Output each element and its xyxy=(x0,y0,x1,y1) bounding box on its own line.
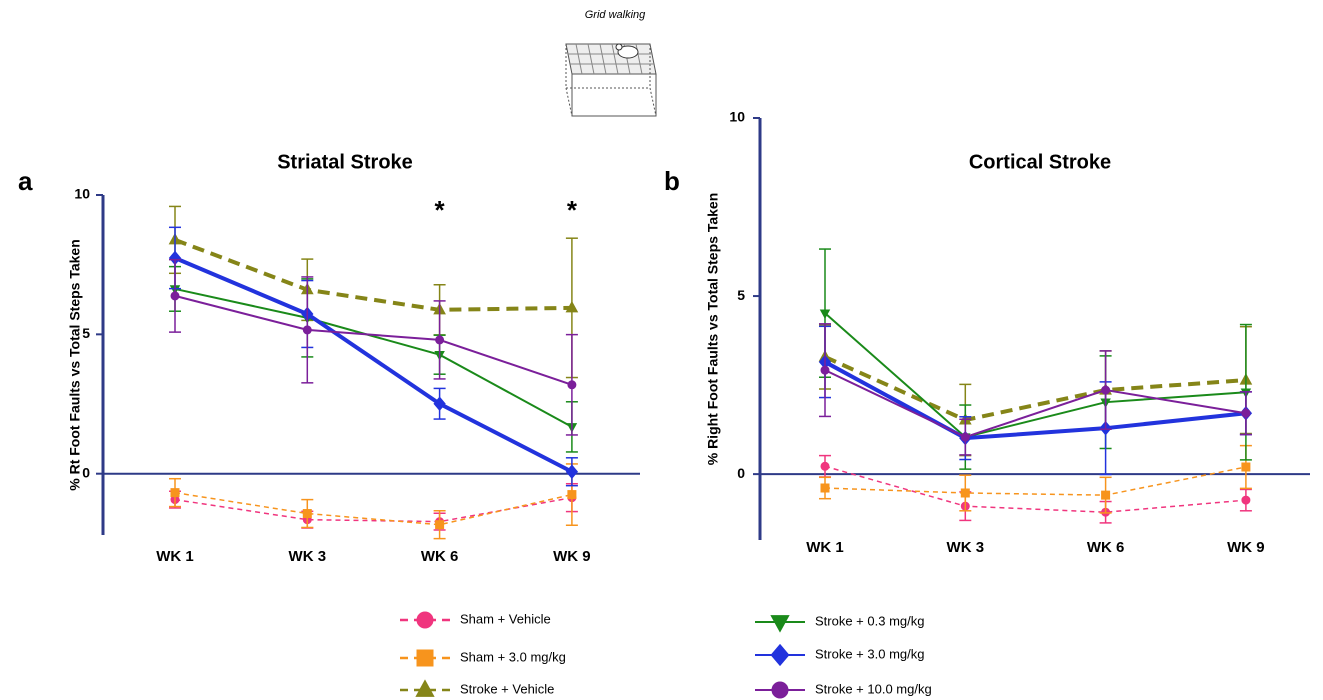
legend-marker xyxy=(415,679,435,697)
data-point xyxy=(302,509,312,519)
legend-label: Stroke + 3.0 mg/kg xyxy=(815,646,924,661)
chart-title: Striatal Stroke xyxy=(277,151,413,173)
y-tick-label: 10 xyxy=(729,109,745,125)
legend-marker xyxy=(770,643,790,667)
series xyxy=(168,205,579,379)
legend-label: Sham + 3.0 mg/kg xyxy=(460,649,566,664)
data-point xyxy=(565,464,579,480)
legend-item: Stroke + 0.3 mg/kg xyxy=(755,613,924,633)
series-line xyxy=(824,360,1247,441)
y-tick-label: 0 xyxy=(82,464,90,480)
data-point xyxy=(1241,462,1251,472)
series-line xyxy=(824,312,1246,439)
legend-item: Sham + Vehicle xyxy=(400,611,551,629)
data-point xyxy=(960,432,970,442)
icon-caption: Grid walking xyxy=(585,9,646,21)
x-tick-label: WK 6 xyxy=(1087,539,1125,556)
series-line xyxy=(174,287,573,428)
annotation: * xyxy=(567,195,578,225)
data-point xyxy=(820,365,830,375)
x-tick-label: WK 6 xyxy=(421,548,459,565)
legend-marker xyxy=(770,615,790,633)
x-tick-label: WK 1 xyxy=(156,548,194,565)
panel-label: b xyxy=(664,166,680,196)
data-point xyxy=(1241,495,1251,505)
legend-label: Stroke + Vehicle xyxy=(460,681,554,696)
legend-label: Stroke + 10.0 mg/kg xyxy=(815,681,932,696)
data-point xyxy=(435,335,445,345)
x-tick-label: WK 3 xyxy=(947,539,985,556)
data-point xyxy=(170,291,180,301)
grid-cage-icon xyxy=(565,43,657,117)
data-point xyxy=(820,483,830,493)
data-point xyxy=(567,490,577,500)
data-point xyxy=(435,520,445,530)
series-line xyxy=(824,465,1246,513)
data-point xyxy=(170,488,180,498)
series xyxy=(818,324,1253,457)
series-line xyxy=(174,491,573,526)
legend-item: Stroke + Vehicle xyxy=(400,679,554,697)
data-point xyxy=(1241,408,1251,418)
y-tick-label: 5 xyxy=(737,287,745,303)
series xyxy=(819,323,1252,456)
series xyxy=(819,248,1252,470)
legend-item: Sham + 3.0 mg/kg xyxy=(400,649,566,667)
y-tick-label: 0 xyxy=(737,465,745,481)
series-line xyxy=(174,256,573,474)
y-tick-label: 10 xyxy=(74,186,90,202)
data-point xyxy=(819,309,831,319)
data-point xyxy=(302,325,312,335)
series-line xyxy=(174,294,573,386)
x-tick-label: WK 1 xyxy=(806,539,844,556)
x-tick-label: WK 9 xyxy=(553,548,591,565)
y-axis-label: % Right Foot Faults vs Total Steps Taken xyxy=(705,193,721,466)
series xyxy=(169,463,578,540)
legend-marker xyxy=(416,611,434,629)
series xyxy=(168,226,579,487)
x-tick-label: WK 3 xyxy=(289,548,327,565)
series xyxy=(169,258,578,436)
y-axis-label: % Rt Foot Faults vs Total Steps Taken xyxy=(67,239,83,491)
data-point xyxy=(960,488,970,498)
series xyxy=(819,444,1252,514)
legend-marker xyxy=(771,681,789,699)
legend-item: Stroke + 10.0 mg/kg xyxy=(755,681,932,699)
x-tick-label: WK 9 xyxy=(1227,539,1265,556)
data-point xyxy=(433,396,446,412)
data-point xyxy=(567,380,577,390)
data-point xyxy=(820,461,830,471)
series-line xyxy=(174,496,573,523)
series-line xyxy=(824,369,1247,439)
data-point xyxy=(1101,385,1111,395)
series-line xyxy=(824,355,1247,423)
series xyxy=(819,454,1252,524)
series-line xyxy=(824,466,1247,496)
chart-title: Cortical Stroke xyxy=(969,151,1111,173)
panel-label: a xyxy=(18,166,33,196)
data-point xyxy=(565,300,579,313)
y-tick-label: 5 xyxy=(82,325,90,341)
legend-label: Sham + Vehicle xyxy=(460,611,551,626)
legend-label: Stroke + 0.3 mg/kg xyxy=(815,613,924,628)
series-line xyxy=(174,237,572,312)
annotation: * xyxy=(435,195,446,225)
data-point xyxy=(1101,490,1111,500)
series xyxy=(818,325,1253,476)
legend-marker xyxy=(416,649,434,667)
legend-item: Stroke + 3.0 mg/kg xyxy=(755,643,924,667)
